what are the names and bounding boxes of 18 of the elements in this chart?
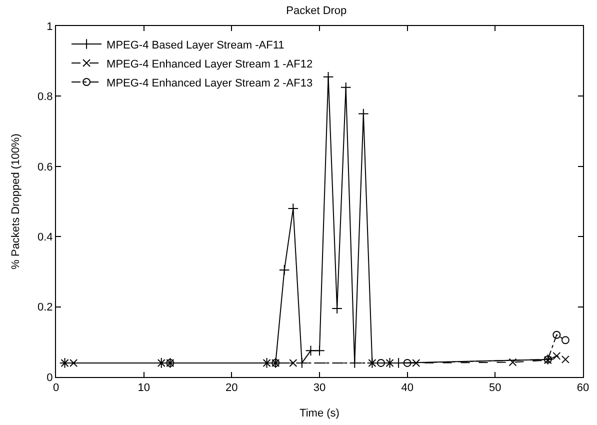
x-tick-label: 40 [401, 382, 414, 394]
x-tick-label: 20 [226, 382, 238, 394]
legend-label: MPEG-4 Enhanced Layer Stream 2 -AF13 [106, 77, 313, 90]
y-tick-label: 0.8 [38, 91, 53, 104]
y-tick-label: 1 [46, 20, 53, 33]
chart-title: Packet Drop [286, 5, 347, 18]
x-tick-label: 10 [138, 382, 150, 394]
y-axis-title: % Packets Dropped (100%) [10, 134, 22, 270]
legend-label: MPEG-4 Based Layer Stream -AF11 [106, 39, 284, 52]
x-tick-label: 50 [489, 382, 502, 394]
x-tick-label: 30 [313, 382, 326, 394]
y-tick-label: 0 [46, 372, 53, 384]
x-tick-label: 60 [576, 382, 590, 394]
y-tick-label: 0.4 [38, 231, 53, 244]
y-tick-label: 0.6 [38, 161, 53, 174]
x-axis-title: Time (s) [300, 407, 340, 420]
y-tick-label: 0.2 [38, 302, 53, 314]
legend-label: MPEG-4 Enhanced Layer Stream 1 -AF12 [106, 58, 313, 70]
